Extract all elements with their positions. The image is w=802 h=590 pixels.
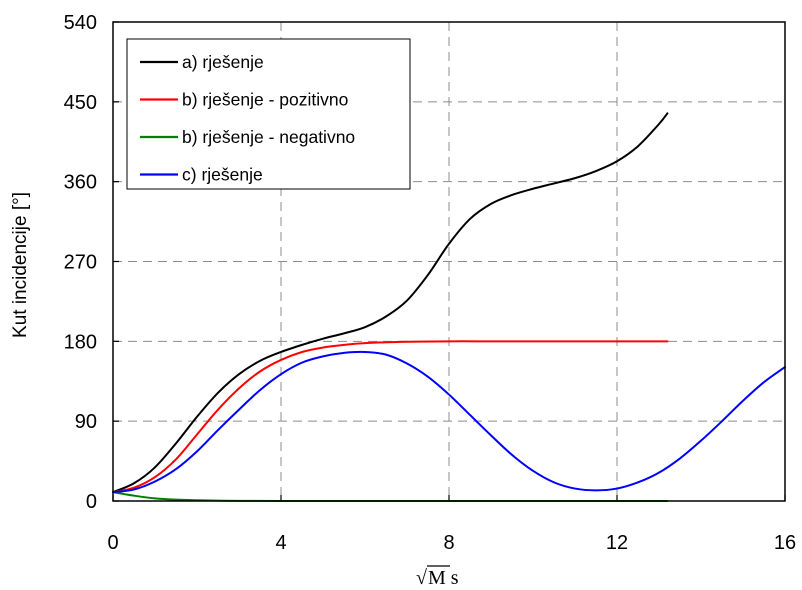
series-line-4 bbox=[112, 350, 786, 494]
x-axis-label-radical: √ bbox=[416, 567, 427, 589]
series-line-3 bbox=[112, 491, 669, 503]
y-axis-label: Kut incidencije [°] bbox=[10, 192, 31, 338]
legend-label-4: c) rješenje bbox=[182, 165, 263, 185]
x-tick-label-0: 0 bbox=[107, 532, 118, 554]
y-tick-label-270: 270 bbox=[64, 252, 97, 274]
legend-label-3: b) rješenje - negativno bbox=[182, 127, 355, 147]
legend-label-2: b) rješenje - pozitivno bbox=[182, 90, 348, 110]
x-tick-label-12: 12 bbox=[606, 532, 628, 554]
tick-labels: 0 4 8 12 16 0 90 180 270 360 450 540 bbox=[64, 12, 797, 554]
series-line-2 bbox=[112, 340, 669, 494]
y-tick-label-90: 90 bbox=[75, 411, 97, 433]
x-tick-label-16: 16 bbox=[774, 532, 796, 554]
x-axis-label: √ M s bbox=[416, 565, 459, 589]
series-line-1 bbox=[112, 112, 669, 494]
y-tick-label-0: 0 bbox=[86, 491, 97, 513]
legend-label-1: a) rješenje bbox=[182, 52, 264, 72]
legend-box bbox=[126, 38, 411, 190]
x-axis-label-text: M s bbox=[428, 567, 459, 589]
y-tick-label-180: 180 bbox=[64, 331, 97, 353]
x-tick-label-4: 4 bbox=[275, 532, 286, 554]
ticks bbox=[112, 21, 786, 502]
legend: a) rješenje b) rješenje - pozitivno b) rje… bbox=[126, 38, 411, 190]
y-tick-label-540: 540 bbox=[64, 12, 97, 34]
y-tick-label-360: 360 bbox=[64, 172, 97, 194]
y-tick-label-450: 450 bbox=[64, 92, 97, 114]
x-tick-label-8: 8 bbox=[443, 532, 454, 554]
